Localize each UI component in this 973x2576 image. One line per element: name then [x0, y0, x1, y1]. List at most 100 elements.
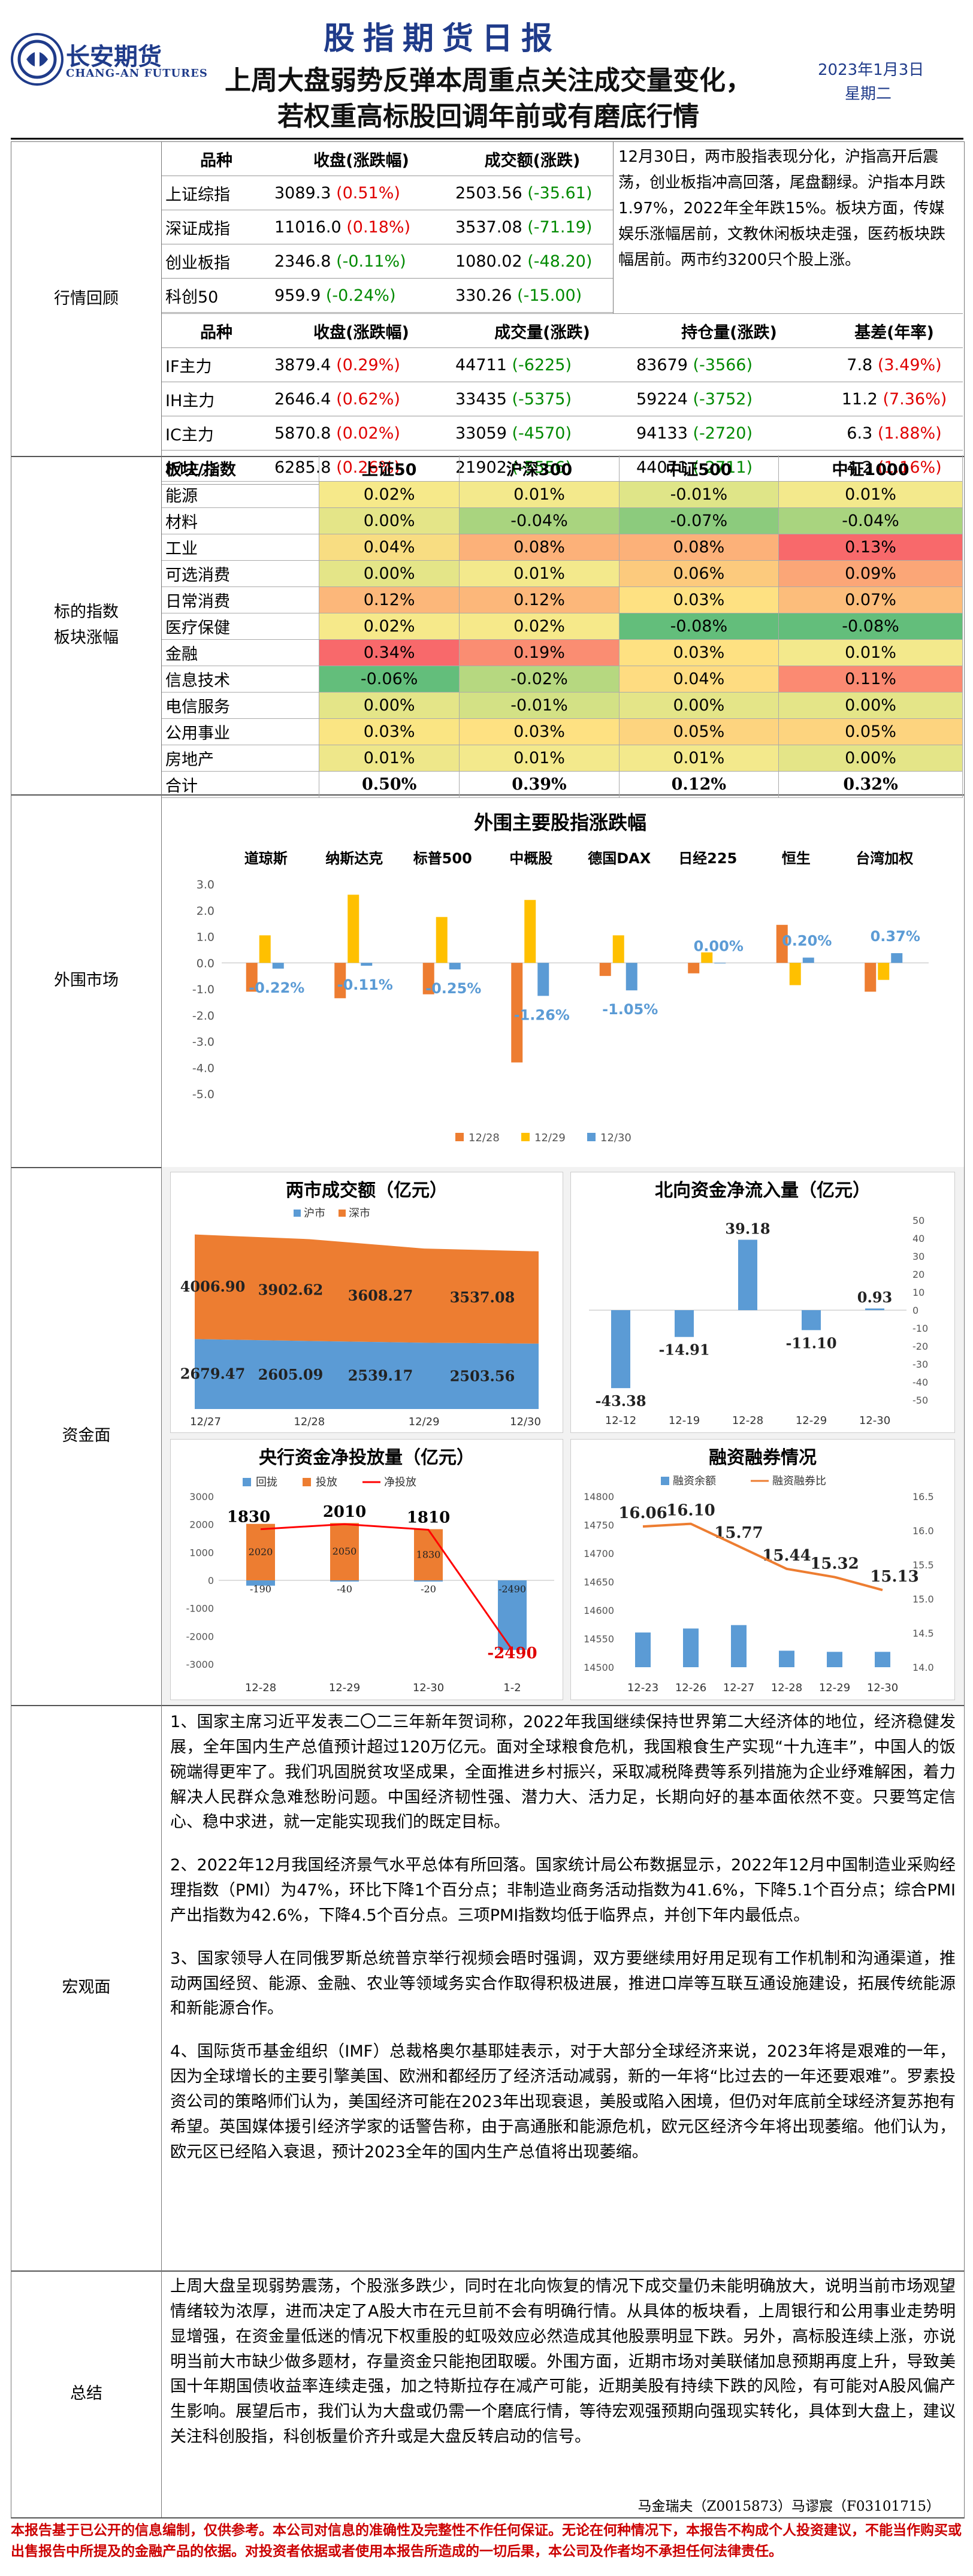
sector-value-cell: 0.00%	[778, 745, 963, 772]
overseas-chart-svg: 外围主要股指涨跌幅 -5.0 -4.0 -3.0 -2.0 -1.0 0.0 1.0 2.0 3.…	[192, 811, 929, 1144]
y-tick-label: 1000	[189, 1547, 214, 1558]
sector-value-cell: 0.12%	[459, 586, 620, 613]
sector-value: -0.08%	[670, 617, 728, 636]
macro-paragraph: 3、国家领导人在同俄罗斯总统普京举行视频会晤时强调，双方要继续用好用足现有工作机…	[170, 1949, 956, 2018]
legend-swatch	[243, 1478, 251, 1486]
margin-chart: 融资融券情况 融资余额 融资融券比 14500 14550 14600 14650 14700…	[570, 1439, 955, 1700]
conclusion-text: 上周大盘呈现弱势震荡，个股涨多跌少，同时在北向恢复的情况下成交量仍未能明确放大，…	[170, 2277, 956, 2447]
sector-value-cell: 0.00%	[778, 692, 963, 719]
sector-name-cell: 能源	[162, 481, 319, 508]
data-label: 16.10	[666, 1502, 715, 1520]
bar-12/28	[246, 963, 258, 992]
sector-value-cell: -0.02%	[459, 666, 620, 693]
sector-value: 0.12%	[513, 591, 565, 609]
index-close-cell: 11016.0 (0.18%)	[271, 210, 452, 244]
index-amount: 2503.56	[455, 183, 522, 202]
sector-row: 材料 0.00% -0.04% -0.07% -0.04%	[162, 507, 963, 534]
bar-12/30	[626, 963, 637, 991]
y-tick-label: 30	[912, 1251, 924, 1262]
y-tick-label: 3000	[189, 1491, 214, 1502]
legend-swatch	[661, 1477, 669, 1485]
data-label: 15.13	[870, 1568, 918, 1586]
futures-basis-cell: 7.8 (3.49%)	[826, 347, 963, 382]
index-close-cell: 959.9 (-0.24%)	[271, 278, 452, 313]
y2-tick-label: 15.5	[912, 1559, 934, 1571]
sector-value: 0.12%	[363, 591, 415, 609]
futures-volume-change: (-5375)	[512, 389, 572, 409]
sector-row: 日常消费 0.12% 0.12% 0.03% 0.07%	[162, 586, 963, 613]
sector-value-cell: 0.09%	[778, 560, 963, 587]
y-tick-label: 14600	[584, 1605, 614, 1616]
x-tick-label: 12-30	[867, 1682, 898, 1694]
index-amount-cell: 1080.02 (-48.20)	[452, 244, 613, 279]
y-tick-label: -30	[912, 1359, 928, 1370]
bar	[738, 1239, 757, 1310]
data-label: 1830	[227, 1508, 270, 1526]
sector-row: 工业 0.04% 0.08% 0.08% 0.13%	[162, 534, 963, 561]
sector-value-cell: 0.06%	[619, 560, 779, 587]
sector-value: 0.00%	[845, 749, 896, 767]
y-tick-label: 50	[912, 1215, 924, 1226]
futures-volume: 33435	[455, 389, 507, 409]
bar-回拢	[498, 1580, 527, 1650]
sector-value: 0.03%	[513, 722, 565, 741]
sector-value-cell: 0.01%	[459, 745, 620, 772]
data-label: -2490	[487, 1644, 537, 1662]
bar	[865, 1308, 884, 1310]
sector-name-cell: 电信服务	[162, 692, 319, 719]
index-change: (-0.24%)	[325, 286, 396, 305]
headline-line-1: 上周大盘弱势反弹本周重点关注成交量变化，	[225, 65, 752, 96]
sector-value: 0.01%	[845, 643, 896, 662]
bar-12/29	[436, 917, 448, 963]
macro-label: 宏观面	[11, 1705, 162, 2270]
futures-row: IH主力 2646.4 (0.62%) 33435 (-5375) 59224 (-3…	[162, 382, 963, 416]
market-summary: 12月30日，两市股指表现分化，沪指高开后震荡，创业板指冲高回落，尾盘翻绿。沪指…	[613, 142, 963, 313]
col-header: 上证50	[319, 455, 460, 482]
legend-label: 12/29	[534, 1132, 566, 1144]
futures-oi-cell: 59224 (-3752)	[633, 382, 826, 416]
data-label: 0.93	[857, 1289, 892, 1306]
data-label: -0.22%	[249, 979, 304, 996]
y-tick-label: -50	[912, 1395, 928, 1406]
x-tick-label: 12-30	[859, 1414, 890, 1427]
chart-title: 外围主要股指涨跌幅	[474, 811, 646, 834]
bar-融资余额	[731, 1625, 747, 1667]
sector-value: 0.00%	[363, 696, 415, 715]
y-tick-label: -10	[912, 1323, 928, 1334]
data-label: -2490	[498, 1583, 526, 1595]
data-label: -1.26%	[514, 1006, 570, 1023]
sector-name: 金融	[165, 645, 198, 664]
futures-volume-cell: 33435 (-5375)	[452, 382, 633, 416]
index-amount: 330.26	[455, 286, 512, 305]
category-label: 纳斯达克	[325, 850, 383, 867]
sector-value-cell: 0.03%	[459, 718, 620, 745]
index-name: 深证成指	[165, 219, 230, 238]
sector-value: 0.01%	[363, 749, 415, 767]
sector-value-cell: -0.07%	[619, 507, 779, 534]
y2-tick-label: 16.0	[912, 1525, 934, 1537]
futures-volume: 44711	[455, 355, 507, 374]
data-label: -40	[337, 1583, 352, 1595]
sector-value-cell: 0.01%	[459, 481, 620, 508]
sector-value-cell: 0.00%	[619, 692, 779, 719]
data-label: 0.20%	[782, 933, 832, 950]
bar-12/28	[511, 963, 523, 1063]
index-row: 上证综指 3089.3 (0.51%) 2503.56 (-35.61)	[162, 176, 613, 210]
index-amount-cell: 2503.56 (-35.61)	[452, 176, 613, 210]
x-tick-label: 12-28	[732, 1414, 763, 1427]
legend-label: 净投放	[384, 1476, 416, 1489]
bar-12/29	[878, 963, 890, 980]
index-name: 上证综指	[165, 185, 230, 204]
chart-title: 央行资金净投放量（亿元）	[259, 1447, 475, 1468]
futures-oi-change: (-3566)	[693, 355, 753, 374]
overseas-chart: 外围主要股指涨跌幅 -5.0 -4.0 -3.0 -2.0 -1.0 0.0 1.0 2.0 3.…	[168, 800, 953, 1160]
index-name-cell: 上证综指	[162, 176, 271, 210]
sector-value: 0.03%	[363, 722, 415, 741]
futures-row: IF主力 3879.4 (0.29%) 44711 (-6225) 83679 (-3…	[162, 347, 963, 382]
sector-value-cell: 0.03%	[619, 639, 779, 666]
disclaimer: 本报告基于已公开的信息编制，仅供参考。本公司对信息的准确性及完整性不作任何保证。…	[11, 2522, 962, 2559]
x-tick-label: 12-28	[245, 1682, 276, 1694]
sector-table-header: 板块/指数 上证50 沪深300 中证500 中证1000	[162, 455, 963, 482]
y-tick-label: -1.0	[192, 983, 214, 996]
col-header: 中证500	[619, 455, 779, 482]
